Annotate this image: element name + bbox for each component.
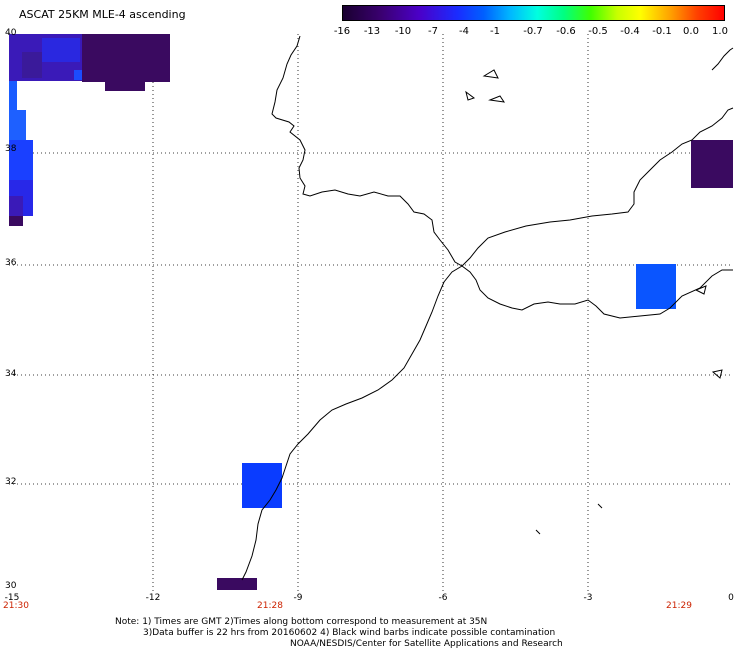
lon-label: -15 [4,593,20,603]
lat-lon-grid [9,34,733,593]
colorbar-label: -0.5 [588,26,608,37]
lat-label: 40 [5,28,17,38]
coastline [241,35,734,581]
colorbar-label: -10 [394,26,412,37]
colorbar-label: -7 [428,26,438,37]
color-scale-bar [342,5,725,21]
lon-label: 0 [728,593,734,603]
wind-cell-alboran [636,264,676,309]
credit-line: NOAA/NESDIS/Center for Satellite Applica… [290,639,563,649]
time-label: 21:28 [257,601,283,611]
wind-cell-east [691,140,733,188]
lon-label: -6 [438,593,448,603]
note-line: 3)Data buffer is 22 hrs from 20160602 4)… [143,628,556,638]
colorbar-label: -1 [490,26,500,37]
lat-label: 34 [5,369,17,379]
colorbar-label: -0.6 [556,26,576,37]
time-label: 21:29 [666,601,692,611]
colorbar-label: -13 [363,26,381,37]
map-title: ASCAT 25KM MLE-4 ascending [19,8,186,21]
colorbar-label: -16 [333,26,351,37]
wind-swath-northwest [9,34,170,226]
colorbar-label: 1.0 [712,26,728,37]
lon-label: -3 [583,593,593,603]
colorbar-label: -4 [459,26,469,37]
time-label: 21:30 [3,601,29,611]
lat-label: 36 [5,258,17,268]
note-line: Note: 1) Times are GMT 2)Times along bot… [115,617,488,627]
colorbar-label: -0.1 [652,26,672,37]
colorbar-label: -0.7 [523,26,543,37]
wind-cell-morocco [242,463,282,508]
lat-label: 30 [5,581,17,591]
lat-label: 32 [5,477,17,487]
colorbar-label: -0.4 [620,26,640,37]
lon-label: -12 [145,593,161,603]
colorbar-label: 0.0 [683,26,699,37]
wind-cell-south [217,578,257,590]
lon-label: -9 [293,593,303,603]
lat-label: 38 [5,144,17,154]
